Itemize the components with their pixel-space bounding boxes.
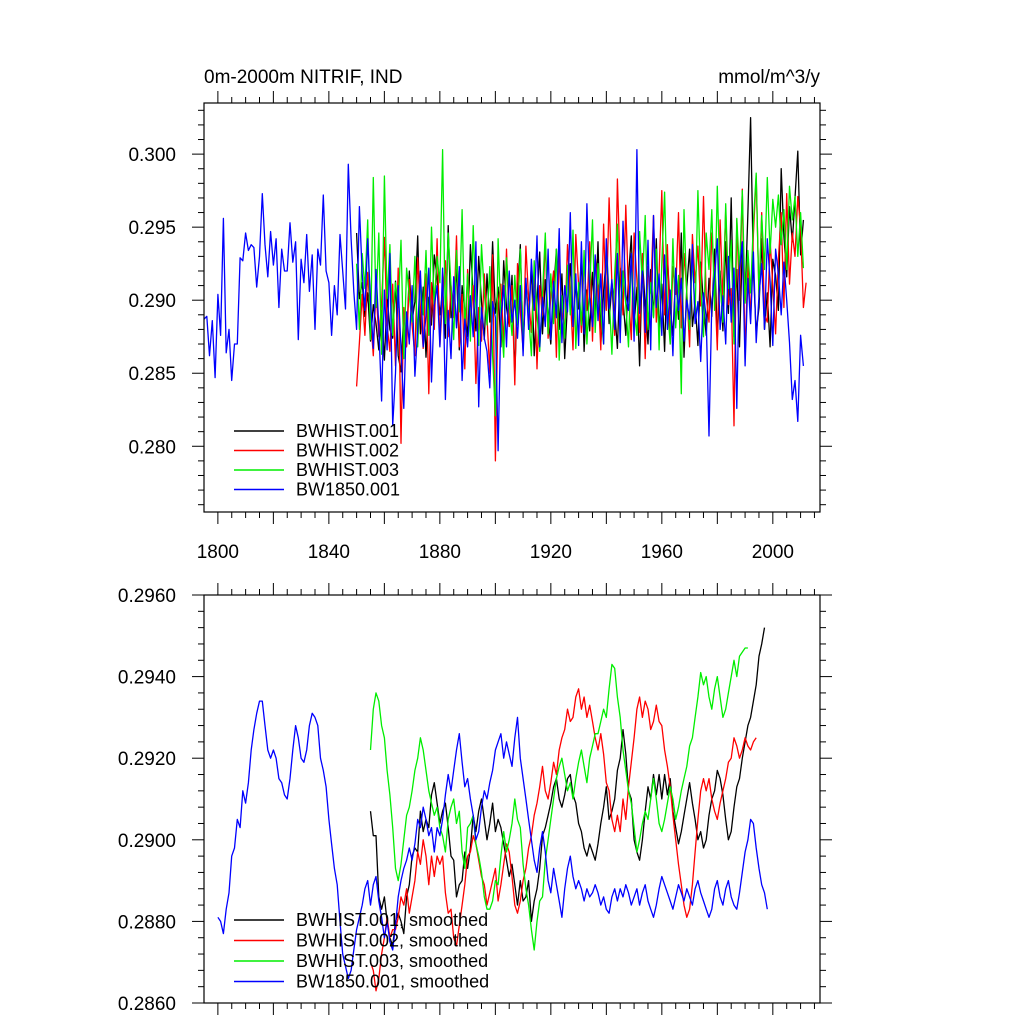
y-tick-label: 0.2920 (118, 749, 176, 770)
series-line-raw-4 (204, 149, 805, 452)
x-tick-label: 1800 (197, 542, 239, 563)
series-line-smoothed-3 (369, 647, 748, 951)
y-tick-label: 0.2960 (118, 586, 176, 607)
legend-label: BW1850.001, smoothed (296, 972, 489, 992)
legend-label: BWHIST.003 (296, 460, 399, 480)
x-tick-label: 1880 (419, 542, 461, 563)
bottom-chart-panel: 0.2860 0.2880 0.2900 0.2920 0.2940 0.2960 BWHI… (118, 583, 832, 1015)
y-tick-label: 0.2940 (118, 668, 176, 689)
top-chart-panel: 1800 1840 1880 1920 1960 2000 0.280 0.285 0.290 0… (128, 91, 832, 563)
plot-frame (203, 102, 821, 513)
x-tick-label: 2000 (752, 542, 794, 563)
legend-label: BW1850.001 (296, 480, 400, 500)
y-tick-label: 0.290 (128, 291, 176, 312)
x-tick-label: 1960 (641, 542, 683, 563)
y-tick-label: 0.285 (128, 364, 176, 385)
top-chart-title: 0m-2000m NITRIF, IND (204, 67, 402, 88)
series-line-raw-2 (355, 175, 807, 462)
y-tick-label: 0.2860 (118, 994, 176, 1015)
series-line-smoothed-1 (369, 627, 766, 947)
y-tick-label: 0.2880 (118, 912, 176, 933)
x-tick-label: 1840 (308, 542, 350, 563)
legend-label: BWHIST.001, smoothed (296, 910, 488, 930)
legend-label: BWHIST.002, smoothed (296, 931, 488, 951)
x-tick-label: 1920 (530, 542, 572, 563)
legend-label: BWHIST.001 (296, 421, 399, 441)
legend-label: BWHIST.002 (296, 441, 399, 461)
y-tick-label: 0.300 (128, 145, 176, 166)
top-chart-units: mmol/m^3/y (718, 67, 820, 88)
y-tick-label: 0.280 (128, 437, 176, 458)
y-tick-label: 0.2900 (118, 831, 176, 852)
plot-frame (203, 594, 821, 1004)
legend-label: BWHIST.003, smoothed (296, 951, 488, 971)
y-tick-label: 0.295 (128, 218, 176, 239)
series-line-smoothed-2 (369, 688, 757, 992)
series-line-smoothed-4 (217, 700, 768, 980)
